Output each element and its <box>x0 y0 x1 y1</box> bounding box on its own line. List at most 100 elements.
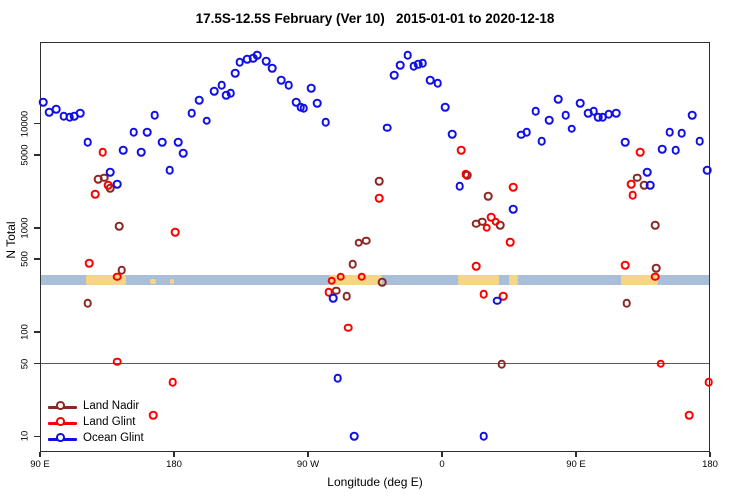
point-ocean-glint <box>284 80 293 90</box>
point-ocean-glint <box>178 148 188 158</box>
point-ocean-glint <box>479 432 488 441</box>
point-land-glint <box>148 410 158 420</box>
point-land-glint <box>620 260 630 270</box>
y-tick <box>34 435 40 438</box>
point-land-glint <box>486 212 496 222</box>
point-land-glint <box>113 272 122 281</box>
point-land-glint <box>113 357 122 367</box>
point-ocean-glint <box>209 86 219 96</box>
y-tick-label: 10 <box>19 431 31 442</box>
point-ocean-glint <box>83 137 92 147</box>
point-ocean-glint <box>217 80 226 90</box>
x-tick-label: 90 E <box>566 459 586 470</box>
point-land-glint <box>684 410 694 420</box>
point-ocean-glint <box>567 124 576 134</box>
point-ocean-glint <box>677 128 686 138</box>
point-land-nadir <box>378 278 387 287</box>
y-tick-label: 50 <box>19 358 31 369</box>
land-segment <box>620 275 658 285</box>
point-land-nadir <box>483 191 493 201</box>
map-band <box>41 275 709 285</box>
point-ocean-glint <box>611 108 621 118</box>
point-ocean-glint <box>105 167 115 177</box>
point-ocean-glint <box>544 115 554 125</box>
point-ocean-glint <box>150 110 159 120</box>
legend-label: Ocean Glint <box>83 432 144 444</box>
point-ocean-glint <box>119 145 128 155</box>
y-tick <box>34 227 40 229</box>
point-land-glint <box>168 378 177 387</box>
x-axis-label: Longitude (deg E) <box>327 475 423 489</box>
point-ocean-glint <box>253 50 262 60</box>
y-tick-label: 500 <box>19 251 31 268</box>
point-land-glint <box>461 169 471 179</box>
point-ocean-glint <box>492 296 502 305</box>
point-ocean-glint <box>202 116 212 126</box>
point-land-glint <box>327 276 337 286</box>
point-ocean-glint <box>230 68 240 78</box>
point-ocean-glint <box>262 56 271 66</box>
point-land-glint <box>479 290 488 299</box>
land-segment <box>86 275 127 285</box>
y-tick-label: 1000 <box>19 217 31 239</box>
point-ocean-glint <box>306 83 316 93</box>
point-land-glint <box>471 261 481 271</box>
x-tick-label: 90 W <box>296 459 320 470</box>
point-ocean-glint <box>299 103 308 113</box>
point-ocean-glint <box>576 98 585 108</box>
point-land-glint <box>635 147 645 157</box>
legend-ring-icon <box>56 401 65 410</box>
x-tick <box>173 451 175 457</box>
point-land-nadir <box>342 292 351 301</box>
point-land-nadir <box>652 263 661 273</box>
point-ocean-glint <box>440 102 450 112</box>
point-land-glint <box>171 227 180 237</box>
legend-row-land-nadir: Land Nadir <box>47 399 177 415</box>
legend: Land Nadir Land Glint Ocean Glint <box>47 399 177 447</box>
point-ocean-glint <box>38 97 48 107</box>
x-tick <box>575 451 577 457</box>
x-tick-label: 180 <box>166 459 182 470</box>
y-tick-label: 5000 <box>19 144 31 166</box>
point-land-glint <box>482 223 491 233</box>
point-land-glint <box>375 193 384 203</box>
point-ocean-glint <box>433 78 442 88</box>
legend-ring-icon <box>56 433 65 442</box>
point-ocean-glint <box>75 108 85 118</box>
point-ocean-glint <box>455 181 465 191</box>
point-ocean-glint <box>687 110 697 120</box>
point-land-glint <box>704 378 713 387</box>
point-land-nadir <box>114 221 124 231</box>
point-ocean-glint <box>291 97 301 107</box>
x-tick-label: 90 E <box>30 459 50 470</box>
point-ocean-glint <box>589 106 599 116</box>
point-land-nadir <box>497 360 506 369</box>
point-land-glint <box>90 189 100 199</box>
y-tick <box>34 154 40 156</box>
point-ocean-glint <box>390 70 399 80</box>
point-ocean-glint <box>195 95 204 105</box>
point-land-nadir <box>83 298 92 308</box>
reference-line-50 <box>41 362 709 365</box>
point-ocean-glint <box>531 106 541 116</box>
point-ocean-glint <box>312 98 322 108</box>
point-ocean-glint <box>165 165 174 175</box>
land-segment <box>509 275 518 285</box>
point-ocean-glint <box>276 75 286 85</box>
point-land-glint <box>324 288 334 297</box>
point-land-nadir <box>632 173 642 183</box>
legend-label: Land Nadir <box>83 400 140 412</box>
point-ocean-glint <box>537 136 547 146</box>
point-land-nadir <box>348 259 357 269</box>
point-ocean-glint <box>321 117 331 127</box>
point-ocean-glint <box>418 58 427 68</box>
point-land-glint <box>506 237 515 247</box>
legend-ring-icon <box>56 417 65 426</box>
point-ocean-glint <box>671 145 681 155</box>
point-land-glint <box>650 272 660 281</box>
point-ocean-glint <box>52 104 61 114</box>
point-ocean-glint <box>333 374 343 383</box>
point-ocean-glint <box>187 108 197 118</box>
point-ocean-glint <box>665 127 675 137</box>
x-tick <box>39 451 41 457</box>
